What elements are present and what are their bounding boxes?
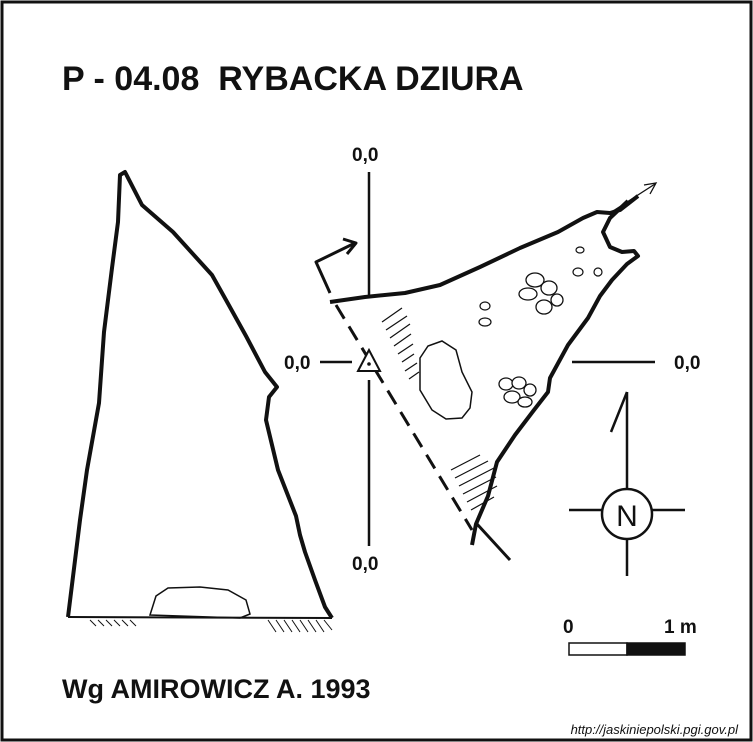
floor-boulder [148, 586, 251, 619]
source-url: http://jaskiniepolski.pgi.gov.pl [571, 722, 740, 737]
scale-label-start: 0 [563, 617, 574, 638]
plan-boulder-large [419, 340, 473, 420]
north-arrow-icon: N [569, 391, 685, 576]
north-letter: N [616, 500, 638, 533]
plan-hatching-lower [450, 454, 498, 511]
entrance-projection-line [475, 522, 512, 562]
rock-cluster-upper [518, 272, 564, 315]
pebbles [478, 246, 603, 327]
survey-station-icon [356, 347, 382, 372]
entrance-arrow-icon [314, 237, 358, 294]
entrance-dripline [334, 304, 474, 531]
cave-plan [314, 182, 658, 562]
scale-bar [568, 642, 686, 656]
scale-label-end: 1 m [664, 617, 697, 638]
floor-hatching-left [89, 619, 137, 627]
coord-label-right: 0,0 [674, 353, 700, 374]
cave-cross-section [66, 170, 334, 633]
continuation-arrow-icon [612, 182, 658, 212]
coord-label-top: 0,0 [352, 145, 378, 166]
coord-label-bottom: 0,0 [352, 554, 378, 575]
scale-bar-black [626, 642, 686, 656]
rock-cluster-lower [498, 376, 537, 408]
author-credit: Wg AMIROWICZ A. 1993 [62, 674, 371, 704]
map-title: P - 04.08 RYBACKA DZIURA [62, 60, 524, 98]
plan-hatching-upper [381, 307, 420, 380]
floor-hatching-right [267, 619, 333, 633]
coord-label-left: 0,0 [284, 353, 310, 374]
plan-axes [320, 172, 655, 546]
scale-bar-white [568, 642, 628, 656]
